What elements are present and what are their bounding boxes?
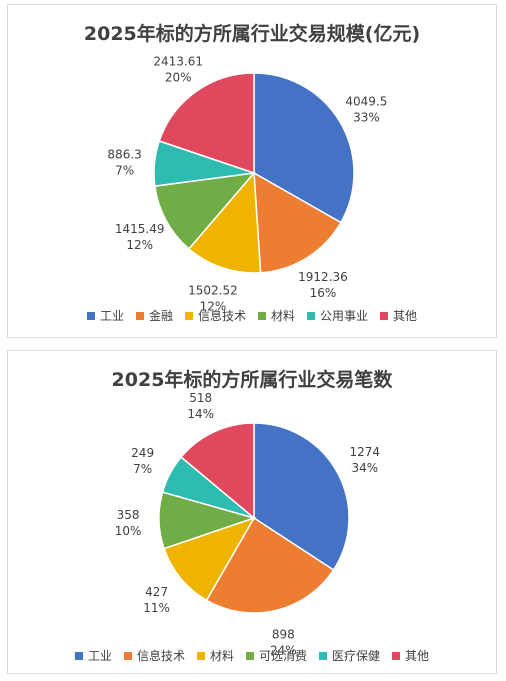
data-label-2: 1912.36 16% [298, 270, 348, 300]
data-label-3: 427 11% [143, 585, 170, 615]
data-label-3: 1502.52 12% [188, 283, 238, 313]
legend-swatch [86, 311, 95, 320]
legend-item-6: 其他 [380, 307, 417, 324]
legend-item-4: 材料 [258, 307, 295, 324]
data-label-4: 1415.49 12% [115, 222, 165, 252]
pie-slice-1 [253, 72, 355, 224]
legend-label: 公用事业 [320, 309, 369, 323]
pie-slice-3 [163, 516, 256, 602]
chart-panel-trade-count: 2025年标的方所属行业交易笔数 1274 34% 898 24% 427 11% 358 1… [7, 350, 497, 674]
legend-label: 信息技术 [136, 649, 185, 663]
legend-swatch [380, 311, 389, 320]
legend-swatch [246, 651, 254, 660]
legend-item-3: 信息技术 [184, 307, 246, 324]
legend-swatch [307, 311, 316, 320]
legend-swatch [258, 311, 266, 320]
legend-swatch [123, 651, 132, 660]
legend-item-5: 医疗保健 [319, 647, 380, 664]
legend-label: 工业 [87, 649, 112, 663]
legend-item-2: 信息技术 [123, 647, 185, 664]
pie-slice-2 [205, 516, 335, 614]
data-label-5: 886.3 7% [107, 147, 141, 177]
legend-label: 可选消费 [259, 649, 308, 663]
legend-item-1: 工业 [86, 307, 124, 324]
data-label-6: 518 14% [187, 391, 214, 421]
legend-label: 信息技术 [197, 309, 246, 323]
legend-label: 其他 [393, 309, 418, 323]
legend-item-2: 金融 [135, 307, 173, 324]
pie-slice-4 [154, 171, 256, 250]
data-label-1: 1274 34% [350, 445, 381, 475]
legend-item-3: 材料 [196, 647, 234, 664]
data-label-6: 2413.61 20% [153, 54, 203, 84]
legend-item-4: 可选消费 [246, 647, 307, 664]
chart-legend: 工业 金融 信息技术 材料 公用事业 其他 [8, 307, 496, 324]
legend-swatch [74, 651, 83, 660]
chart-title: 2025年标的方所属行业交易规模(亿元) [83, 23, 421, 45]
legend-swatch [184, 311, 193, 320]
legend-item-6: 其他 [392, 647, 429, 664]
chart-legend: 工业 信息技术 材料 可选消费 医疗保健 其他 [8, 647, 496, 664]
pie-chart-trade-volume: 4049.5 33% 1912.36 16% 1502.52 12% 1415.49 12% 8… [107, 54, 387, 313]
legend-swatch [196, 651, 205, 660]
pie-chart-trade-count: 1274 34% 898 24% 427 11% 358 10% 249 7% 518 14% [115, 391, 381, 658]
legend-item-1: 工业 [74, 647, 112, 664]
legend-label: 材料 [271, 309, 296, 323]
pie-slice-6 [180, 422, 255, 520]
legend-item-5: 公用事业 [307, 307, 368, 324]
legend-swatch [392, 651, 401, 660]
pie-slice-6 [158, 72, 255, 175]
legend-label: 工业 [99, 309, 124, 323]
chart-panel-trade-volume: 2025年标的方所属行业交易规模(亿元) 4049.5 33% 1912.36 16%… [7, 4, 497, 338]
data-label-4: 358 10% [115, 508, 142, 538]
legend-label: 其他 [405, 649, 430, 663]
data-label-1: 4049.5 33% [345, 95, 387, 125]
chart-title: 2025年标的方所属行业交易笔数 [111, 369, 393, 391]
legend-label: 金融 [148, 309, 173, 323]
legend-label: 材料 [209, 649, 234, 663]
data-label-5: 249 7% [131, 446, 154, 476]
pie-slice-2 [253, 171, 342, 274]
legend-swatch [135, 311, 144, 320]
legend-label: 医疗保健 [332, 649, 381, 663]
data-label-2: 898 24% [270, 628, 297, 658]
legend-swatch [319, 651, 328, 660]
pie-slice-3 [187, 171, 262, 274]
